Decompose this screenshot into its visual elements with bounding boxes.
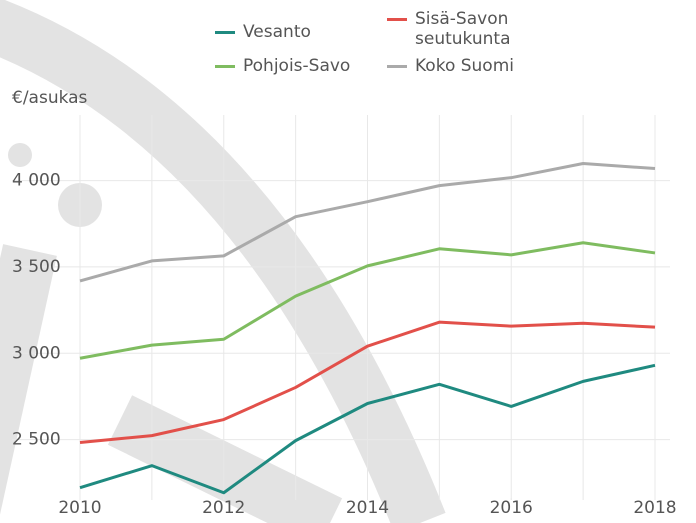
legend-entry: Sisä-Savon seutukunta bbox=[387, 9, 535, 49]
y-tick-label: 4 000 bbox=[12, 171, 61, 191]
x-tick-label: 2018 bbox=[633, 498, 676, 518]
legend-label: Vesanto bbox=[243, 22, 311, 42]
legend-swatch bbox=[215, 31, 235, 34]
watermark-arc bbox=[0, 0, 446, 523]
watermark-stroke bbox=[107, 395, 343, 523]
legend-swatch bbox=[215, 65, 235, 68]
series-line bbox=[79, 241, 656, 360]
y-tick-label: 3 000 bbox=[12, 343, 61, 363]
legend-entry: Pohjois-Savo bbox=[215, 56, 383, 76]
y-tick-label: 2 500 bbox=[12, 430, 61, 450]
x-tick-label: 2010 bbox=[58, 498, 101, 518]
y-tick-label: 3 500 bbox=[12, 257, 61, 277]
watermark-stroke bbox=[0, 244, 57, 515]
series-line bbox=[79, 320, 656, 445]
watermark-dot bbox=[8, 143, 32, 167]
legend-entry: Vesanto bbox=[215, 22, 383, 42]
watermark bbox=[0, 0, 446, 523]
legend-label: Pohjois-Savo bbox=[243, 56, 351, 76]
x-tick-label: 2012 bbox=[202, 498, 245, 518]
x-tick-label: 2016 bbox=[490, 498, 533, 518]
legend-swatch bbox=[387, 18, 407, 21]
legend-label: Sisä-Savon seutukunta bbox=[415, 9, 511, 49]
x-tick-label: 2014 bbox=[346, 498, 389, 518]
series-line bbox=[79, 363, 656, 495]
series-line bbox=[79, 162, 656, 283]
legend-label: Koko Suomi bbox=[415, 56, 514, 76]
legend-swatch bbox=[387, 65, 407, 68]
y-axis-label: €/asukas bbox=[12, 88, 88, 108]
legend-entry: Koko Suomi bbox=[387, 56, 555, 76]
